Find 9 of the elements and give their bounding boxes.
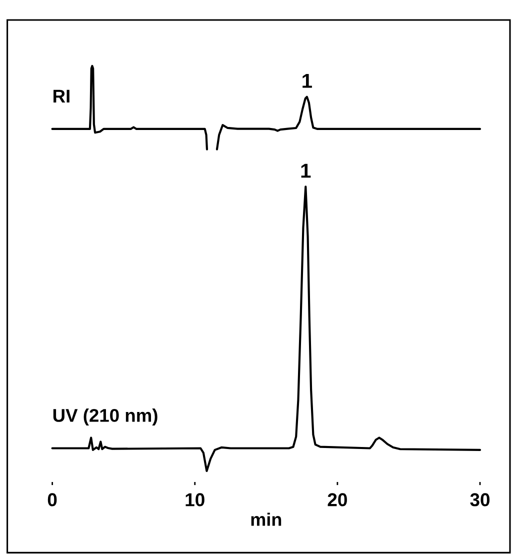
annotation: 1 [302, 74, 312, 88]
series-label: UV (210 nm) [53, 408, 158, 426]
x-tick-label: 0 [48, 493, 57, 506]
x-tick-label: 10 [186, 493, 204, 506]
x-tick-label: 30 [470, 493, 490, 506]
x-axis-title: min [251, 512, 282, 526]
annotation: 1 [301, 164, 311, 178]
x-tick-label: 20 [328, 493, 347, 506]
series-label: RI [54, 90, 70, 102]
